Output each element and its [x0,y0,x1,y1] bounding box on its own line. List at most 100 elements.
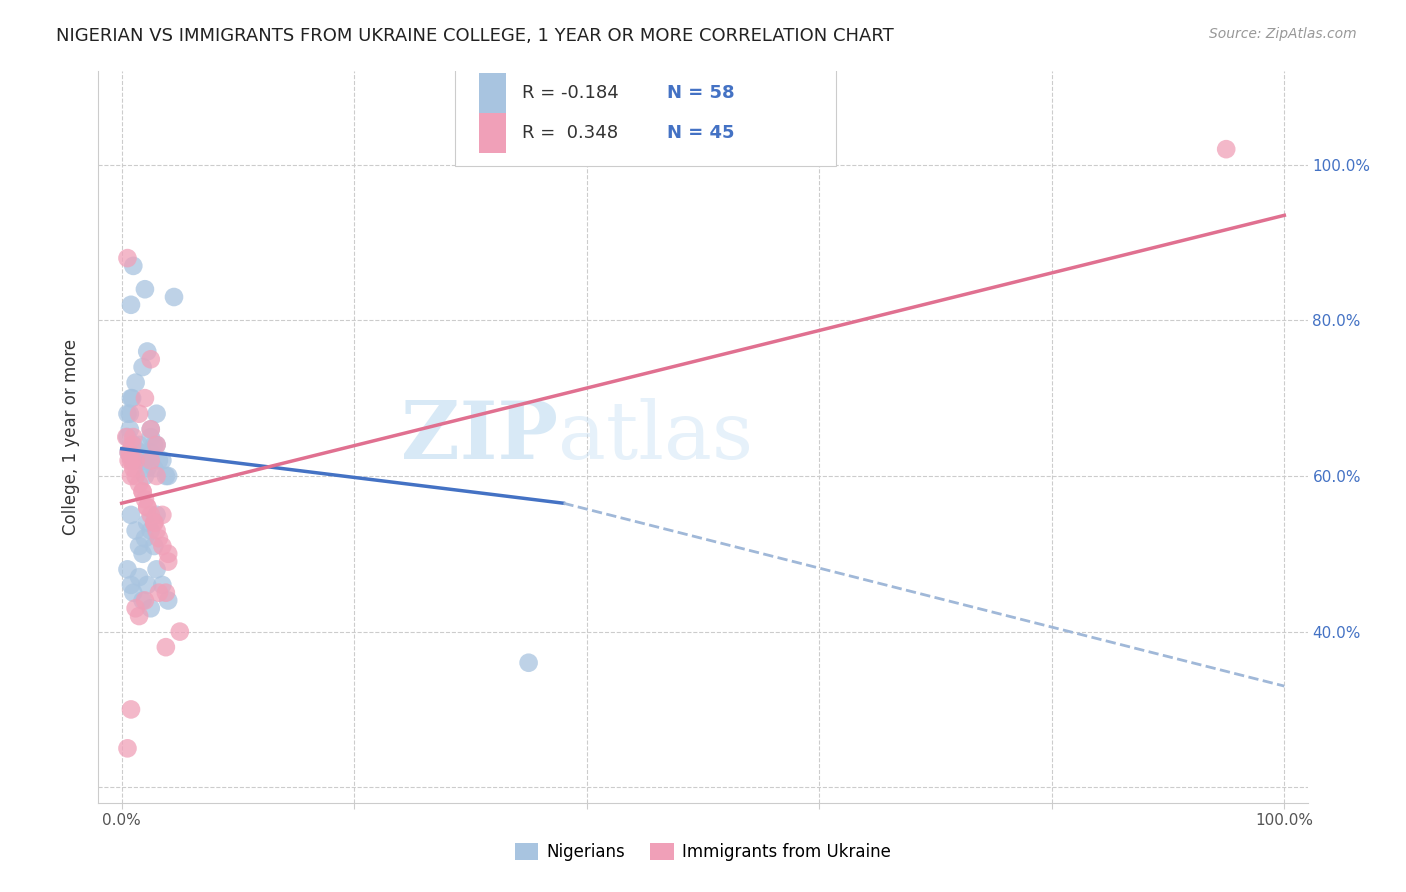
Point [155,640,177,655]
Point [120,508,142,522]
Point [120,298,142,312]
Point [139,524,162,538]
Point [128,539,150,553]
Point [117,741,139,756]
Point [128,609,150,624]
Point [134,492,156,507]
Point [120,391,142,405]
Point [139,445,162,459]
Point [145,438,167,452]
Point [139,422,162,436]
Point [120,469,142,483]
Point [145,508,167,522]
Point [143,539,166,553]
Point [145,469,167,483]
Point [517,656,540,670]
Point [157,469,180,483]
Point [128,445,150,459]
Point [122,438,145,452]
Point [121,453,143,467]
Point [122,461,145,475]
Text: atlas: atlas [558,398,754,476]
Point [124,524,146,538]
Legend: Nigerians, Immigrants from Ukraine: Nigerians, Immigrants from Ukraine [509,836,897,868]
Point [128,445,150,459]
Point [122,585,145,599]
Point [122,453,145,467]
Point [131,453,153,467]
Point [157,547,180,561]
Point [143,516,166,530]
Point [124,601,146,615]
Text: N = 45: N = 45 [666,124,734,142]
Point [115,430,138,444]
Point [139,453,162,467]
Point [118,422,141,436]
Point [143,461,166,475]
Point [120,702,142,716]
Point [145,438,167,452]
Point [145,562,167,576]
Point [117,430,139,444]
Point [139,430,162,444]
Point [136,500,159,515]
Point [136,344,159,359]
Point [134,593,156,607]
Point [157,593,180,607]
Text: NIGERIAN VS IMMIGRANTS FROM UKRAINE COLLEGE, 1 YEAR OR MORE CORRELATION CHART: NIGERIAN VS IMMIGRANTS FROM UKRAINE COLL… [56,27,894,45]
FancyBboxPatch shape [456,68,837,167]
Point [148,453,170,467]
Point [131,484,153,499]
Point [136,461,159,475]
Point [139,508,162,522]
Point [131,593,153,607]
Point [128,453,150,467]
Point [124,445,146,459]
Point [124,469,146,483]
Point [118,445,141,459]
Point [134,469,156,483]
Point [155,585,177,599]
Point [131,547,153,561]
Point [131,484,153,499]
Point [118,445,141,459]
Point [124,376,146,390]
Point [145,407,167,421]
Point [118,445,141,459]
Point [169,624,191,639]
Point [150,578,173,592]
Point [118,453,141,467]
Point [150,453,173,467]
Point [155,469,177,483]
Point [131,445,153,459]
Point [139,601,162,615]
Point [128,438,150,452]
Point [118,407,141,421]
Point [148,531,170,545]
FancyBboxPatch shape [479,73,506,113]
Point [128,570,150,584]
Point [143,438,166,452]
Y-axis label: College, 1 year or more: College, 1 year or more [62,339,80,535]
Point [128,407,150,421]
Point [117,562,139,576]
Text: R =  0.348: R = 0.348 [522,124,617,142]
Point [134,453,156,467]
Point [117,407,139,421]
Point [157,555,180,569]
Point [121,438,143,452]
Point [139,422,162,436]
Point [134,282,156,296]
Point [136,500,159,515]
Point [136,578,159,592]
Text: Source: ZipAtlas.com: Source: ZipAtlas.com [1209,27,1357,41]
Point [150,539,173,553]
Point [143,516,166,530]
Point [136,516,159,530]
Point [128,476,150,491]
FancyBboxPatch shape [479,112,506,153]
Point [122,430,145,444]
Point [148,585,170,599]
Point [139,352,162,367]
Point [134,391,156,405]
